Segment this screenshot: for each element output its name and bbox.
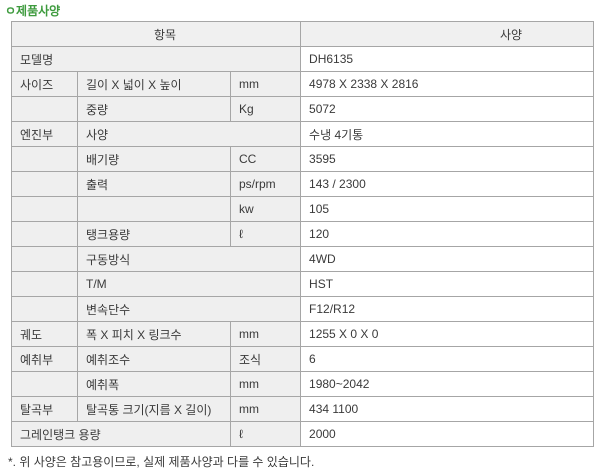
spec-value-cell: 105 (300, 196, 595, 222)
spec-value-cell: 3595 (300, 146, 595, 172)
spec-row: 변속단수 F12/R12 (11, 296, 595, 322)
spec-label-cell: 예취조수 (77, 346, 231, 372)
spec-label-cell: mm (229, 396, 302, 422)
spec-table: 항목 사양 모델명 DH6135 사이즈 길이 X 넓이 X 높이 mm 4978 X 2… (10, 21, 595, 447)
spec-value-cell: HST (300, 271, 595, 297)
spec-label-cell (11, 196, 78, 222)
spec-row: 배기량 CC 3595 (11, 146, 595, 172)
spec-row: 예취폭 mm 1980~2042 (11, 371, 595, 397)
spec-value-cell: 6 (300, 346, 595, 372)
spec-row: 그레인탱크 용량 ℓ 2000 (11, 421, 595, 447)
header-row: 항목 사양 (10, 21, 595, 47)
spec-label-cell: 탈곡부 (11, 396, 78, 422)
spec-value-cell: 4WD (300, 246, 595, 272)
spec-label-cell: 그레인탱크 용량 (11, 421, 231, 447)
spec-row: 궤도 폭 X 피치 X 링크수 mm 1255 X 0 X 0 (11, 321, 595, 347)
spec-value-cell: F12/R12 (300, 296, 595, 322)
spec-row: 구동방식 4WD (11, 246, 595, 272)
spec-label-cell (11, 246, 78, 272)
spec-label-cell (11, 221, 78, 247)
spec-value-cell: 1980~2042 (300, 371, 595, 397)
spec-row: 탱크용량 ℓ 120 (11, 221, 595, 247)
spec-value-cell: 4978 X 2338 X 2816 (300, 71, 595, 97)
spec-label-cell: 길이 X 넓이 X 높이 (77, 71, 231, 97)
spec-value-cell: 5072 (300, 96, 595, 122)
spec-label-cell (77, 196, 231, 222)
spec-label-cell: 사양 (76, 121, 302, 147)
spec-value-cell: 수냉 4기통 (300, 121, 595, 147)
spec-label-cell: 궤도 (11, 321, 78, 347)
spec-label-cell: 엔진부 (11, 121, 78, 147)
spec-label-cell: ps/rpm (229, 171, 302, 197)
spec-label-cell (11, 171, 78, 197)
spec-label-cell (11, 96, 78, 122)
spec-row: 중량 Kg 5072 (11, 96, 595, 122)
spec-label-cell: mm (229, 321, 302, 347)
spec-label-cell: 사이즈 (11, 71, 78, 97)
spec-label-cell (11, 296, 78, 322)
spec-value-cell: DH6135 (300, 46, 595, 72)
header-spec: 사양 (300, 21, 595, 47)
spec-value-cell: 120 (300, 221, 595, 247)
spec-label-cell: 구동방식 (76, 246, 302, 272)
spec-label-cell: 예취부 (11, 346, 78, 372)
spec-label-cell: 중량 (77, 96, 231, 122)
spec-row: 출력 ps/rpm 143 / 2300 (11, 171, 595, 197)
spec-label-cell: 출력 (77, 171, 231, 197)
spec-label-cell: kw (229, 196, 302, 222)
spec-label-cell: mm (229, 371, 302, 397)
spec-table-body: 모델명 DH6135 사이즈 길이 X 넓이 X 높이 mm 4978 X 2338 X … (10, 46, 595, 447)
spec-label-cell: T/M (76, 271, 302, 297)
spec-row: 예취부 예취조수 조식 6 (11, 346, 595, 372)
spec-row: 사이즈 길이 X 넓이 X 높이 mm 4978 X 2338 X 2816 (11, 71, 595, 97)
spec-label-cell: 예취폭 (77, 371, 231, 397)
spec-label-cell: CC (229, 146, 302, 172)
spec-row: 엔진부 사양 수냉 4기통 (11, 121, 595, 147)
header-item: 항목 (10, 21, 302, 47)
spec-label-cell: 변속단수 (76, 296, 302, 322)
spec-row: kw 105 (11, 196, 595, 222)
spec-label-cell: ℓ (229, 421, 302, 447)
spec-label-cell: 모델명 (10, 46, 302, 72)
spec-label-cell: 조식 (229, 346, 302, 372)
spec-row: 탈곡부 탈곡통 크기(지름 X 길이) mm 434 1100 (11, 396, 595, 422)
spec-label-cell (11, 371, 78, 397)
spec-label-cell (11, 271, 78, 297)
spec-label-cell: mm (229, 71, 302, 97)
spec-value-cell: 434 1100 (300, 396, 595, 422)
section-title: ㅇ제품사양 (5, 4, 61, 18)
footnote: *. 위 사양은 참고용이므로, 실제 제품사양과 다를 수 있습니다. (8, 455, 315, 469)
spec-label-cell: 폭 X 피치 X 링크수 (77, 321, 231, 347)
spec-label-cell: Kg (229, 96, 302, 122)
spec-label-cell: ℓ (229, 221, 302, 247)
spec-value-cell: 2000 (300, 421, 595, 447)
spec-row: 모델명 DH6135 (10, 46, 595, 72)
spec-value-cell: 1255 X 0 X 0 (300, 321, 595, 347)
spec-row: T/M HST (11, 271, 595, 297)
spec-value-cell: 143 / 2300 (300, 171, 595, 197)
spec-label-cell: 탈곡통 크기(지름 X 길이) (77, 396, 231, 422)
spec-label-cell: 탱크용량 (77, 221, 231, 247)
spec-label-cell: 배기량 (77, 146, 231, 172)
spec-label-cell (11, 146, 78, 172)
